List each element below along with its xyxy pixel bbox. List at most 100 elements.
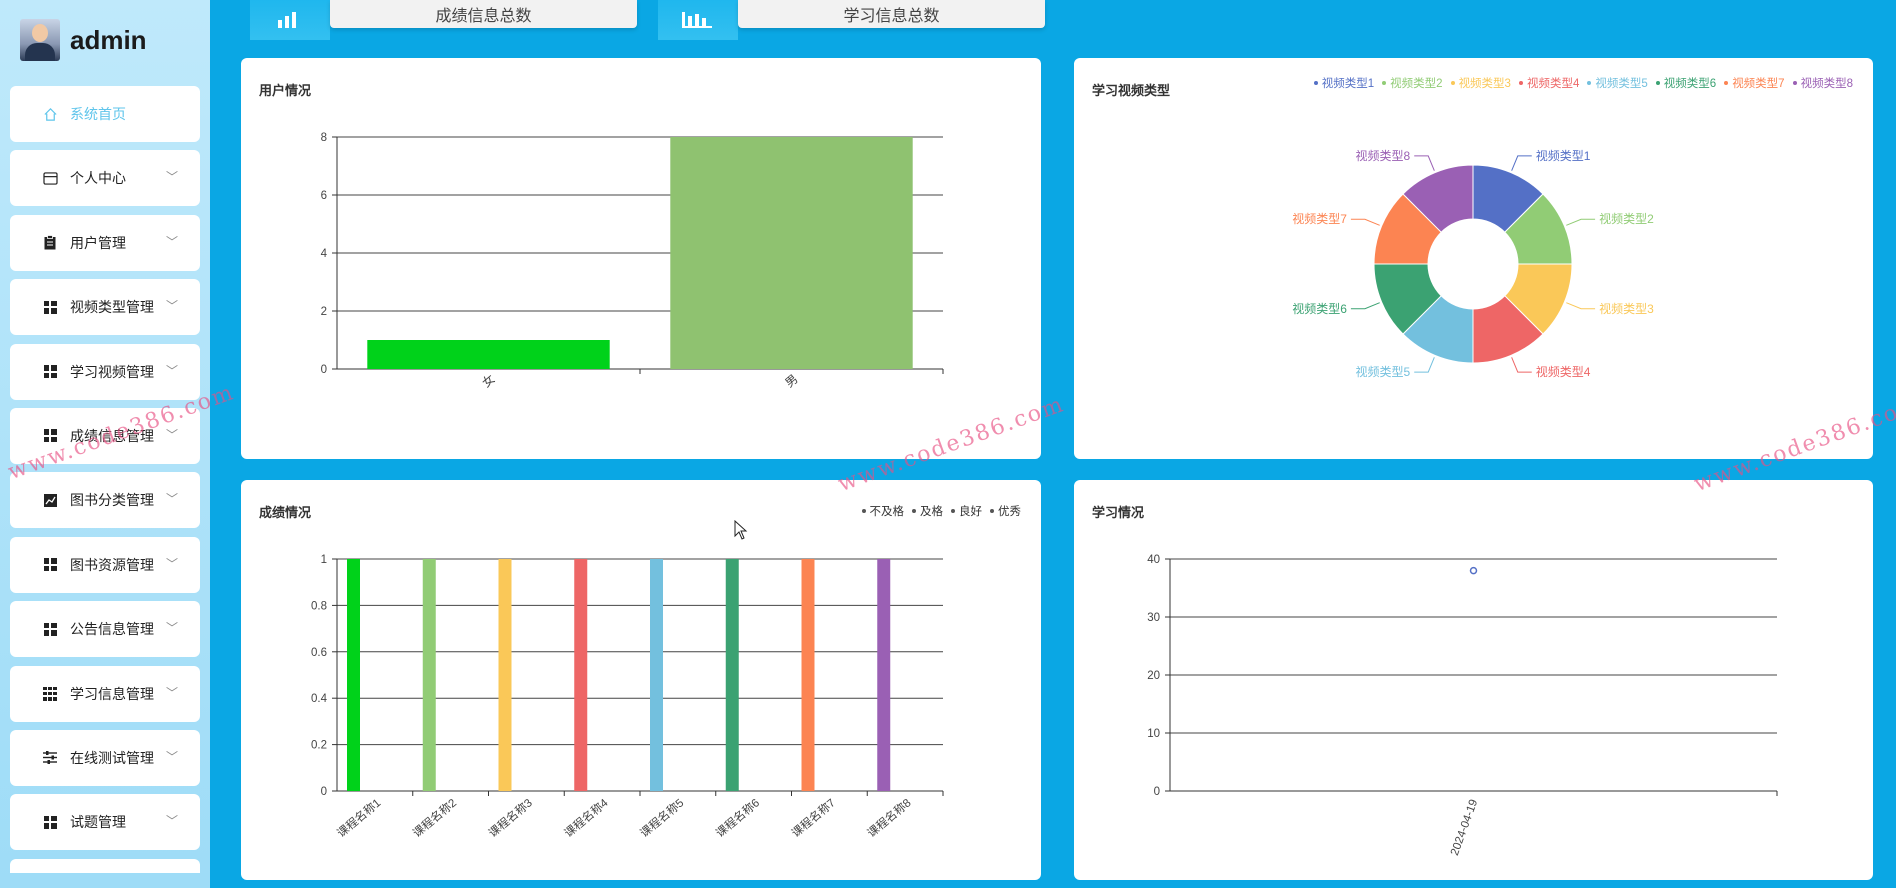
pie-label-line	[1511, 357, 1532, 373]
legend-item[interactable]: 视频类型1	[1313, 75, 1375, 91]
sidebar-item-user-management[interactable]: 用户管理 ﹀	[10, 214, 200, 271]
pie-label: 视频类型1	[1536, 148, 1591, 163]
pie-label-line	[1566, 218, 1596, 226]
legend-dot	[951, 509, 955, 513]
pie-label-line	[1414, 357, 1435, 373]
sidebar-item-study-info-management[interactable]: 学习信息管理 ﹀	[10, 665, 200, 722]
sidebar-item-label: 视频类型管理	[70, 299, 154, 316]
y-tick-label: 40	[1147, 554, 1160, 566]
chevron-down-icon: ﹀	[165, 556, 178, 571]
grid-icon	[42, 428, 58, 444]
legend-item[interactable]: 及格	[912, 503, 943, 519]
panel-scores: 成绩情况 不及格 及格 良好 优秀 0 0.2 0.4 0.6 0.8 1 课程名称1 课程名称2 课…	[241, 480, 1041, 880]
sidebar-item-label: 用户管理	[70, 234, 126, 251]
card-icon	[42, 170, 58, 186]
chevron-down-icon: ﹀	[165, 814, 178, 829]
pie-label: 视频类型3	[1599, 301, 1654, 316]
legend-label: 视频类型2	[1390, 78, 1443, 90]
study-chart: 0 10 20 30 40 2024-04-19	[1147, 554, 1778, 857]
chevron-down-icon: ﹀	[165, 299, 178, 314]
legend-item[interactable]: 优秀	[990, 503, 1021, 519]
x-tick-label: 课程名称1	[334, 796, 383, 840]
x-tick-label: 女	[479, 371, 498, 390]
scatter-point	[1469, 566, 1478, 575]
x-tick-label: 2024-04-19	[1449, 798, 1480, 857]
bar	[347, 559, 360, 791]
legend-item[interactable]: 不及格	[861, 503, 904, 519]
pie-label: 视频类型5	[1356, 364, 1411, 379]
legend-label: 视频类型1	[1321, 78, 1375, 90]
sidebar-item-book-resource-management[interactable]: 图书资源管理 ﹀	[10, 536, 200, 593]
y-tick-label: 0.2	[311, 740, 327, 752]
x-tick-label: 课程名称3	[486, 796, 535, 840]
brand-name: admin	[70, 24, 147, 55]
legend-label: 视频类型8	[1800, 78, 1853, 90]
sidebar-item-label: 公告信息管理	[70, 621, 154, 638]
sidebar-item-label: 系统首页	[70, 106, 126, 122]
legend-item[interactable]: 视频类型6	[1655, 75, 1717, 91]
sidebar-item-book-category-management[interactable]: 图书分类管理 ﹀	[10, 472, 200, 529]
bar-chart-icon	[658, 0, 738, 40]
chart-icon	[42, 492, 58, 508]
legend-item[interactable]: 良好	[951, 503, 982, 519]
sidebar-item-notice-management[interactable]: 公告信息管理 ﹀	[10, 601, 200, 658]
sidebar-item-label: 图书分类管理	[70, 492, 154, 509]
y-tick-label: 8	[321, 132, 327, 144]
legend-label: 视频类型6	[1663, 78, 1717, 90]
legend-item[interactable]: 视频类型4	[1518, 75, 1579, 91]
legend-item[interactable]: 视频类型7	[1724, 75, 1785, 91]
pie-label: 视频类型2	[1599, 211, 1654, 226]
bar	[422, 559, 436, 791]
sidebar-item-question-management[interactable]: 试题管理 ﹀	[10, 794, 200, 851]
legend-item[interactable]: 视频类型3	[1450, 75, 1511, 91]
legend-label: 视频类型7	[1732, 78, 1785, 90]
y-tick-label: 1	[321, 554, 327, 566]
legend-dot	[1382, 81, 1387, 85]
legend-item[interactable]: 视频类型8	[1792, 75, 1853, 91]
chevron-down-icon: ﹀	[165, 363, 178, 378]
legend-item[interactable]: 视频类型5	[1587, 75, 1648, 91]
panel-title: 学习视频类型	[1092, 83, 1171, 98]
clipboard-icon	[42, 235, 58, 251]
sidebar-item-study-video-management[interactable]: 学习视频管理 ﹀	[10, 343, 200, 400]
bar	[801, 559, 815, 791]
pie-label: 视频类型8	[1356, 148, 1411, 163]
home-icon	[42, 106, 58, 122]
legend-label: 良好	[959, 506, 982, 518]
users-chart: 0 2 4 6 8 女 男	[321, 132, 944, 390]
sidebar-menu: 系统首页 个人中心 ﹀ 用户管理 ﹀ 视频类型管理 ﹀ 学习视频管理 ﹀	[10, 86, 200, 873]
legend-label: 视频类型5	[1595, 78, 1648, 90]
sidebar-item-video-type-management[interactable]: 视频类型管理 ﹀	[10, 279, 200, 336]
sidebar-item-home[interactable]: 系统首页	[10, 86, 200, 142]
grid9-icon	[42, 686, 58, 702]
grid-icon	[42, 557, 58, 573]
panel-users: 用户情况 0 2 4 6 8 女 男	[241, 58, 1041, 459]
x-tick-label: 课程名称7	[789, 796, 838, 840]
sidebar-item-score-management[interactable]: 成绩信息管理 ﹀	[10, 407, 200, 464]
pie-slice	[1402, 164, 1474, 233]
sidebar-item-online-test-management[interactable]: 在线测试管理 ﹀	[10, 729, 200, 786]
legend-dot	[1518, 81, 1523, 85]
x-tick-label: 课程名称4	[561, 795, 611, 840]
bar	[650, 559, 663, 791]
legend-item[interactable]: 视频类型2	[1382, 75, 1443, 91]
stat-card-study-total: 学习信息总数	[658, 0, 1045, 40]
y-tick-label: 0.8	[311, 600, 327, 612]
sidebar-item-personal-center[interactable]: 个人中心 ﹀	[10, 150, 200, 207]
panel-video-types: 学习视频类型 视频类型1 视频类型2 视频类型3 视频类型4 视频类型5 视频类型6 视频类…	[1074, 58, 1873, 459]
sidebar-item-partial[interactable]	[10, 858, 200, 873]
grid-icon	[42, 299, 58, 315]
legend-dot	[1313, 81, 1318, 85]
legend-dot	[1792, 81, 1797, 85]
avatar[interactable]	[20, 19, 60, 61]
chevron-down-icon: ﹀	[165, 170, 178, 185]
y-tick-label: 0	[321, 786, 327, 798]
sidebar-item-label: 成绩信息管理	[70, 427, 154, 444]
chevron-down-icon: ﹀	[165, 621, 178, 636]
legend-label: 及格	[920, 506, 943, 518]
pie-label-line	[1350, 302, 1380, 310]
bar-chart-icon	[250, 0, 330, 40]
pie-legend: 视频类型1 视频类型2 视频类型3 视频类型4 视频类型5 视频类型6 视频类型7 视频类型8	[1313, 75, 1853, 91]
y-tick-label: 0	[321, 364, 327, 376]
stat-label: 学习信息总数	[738, 0, 1045, 28]
